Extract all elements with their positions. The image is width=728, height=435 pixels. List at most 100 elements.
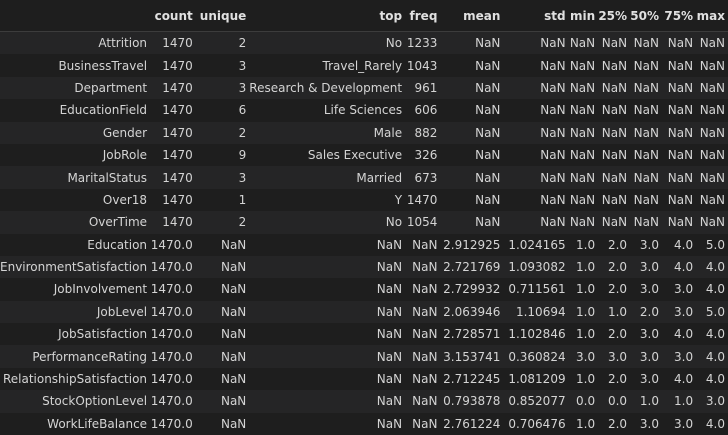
- table-cell: 3.153741: [443, 349, 501, 364]
- table-cell: NaN: [569, 215, 596, 230]
- table-cell: NaN: [540, 192, 566, 207]
- table-cell: NaN: [220, 349, 247, 364]
- table-cell: 3: [238, 58, 247, 73]
- table-cell: NaN: [540, 215, 566, 230]
- table-cell: 1.024165: [508, 237, 566, 252]
- table-cell: 2: [238, 125, 247, 140]
- table-cell: 0.360824: [508, 349, 566, 364]
- table-cell: NaN: [220, 260, 247, 275]
- table-cell: 2: [238, 36, 247, 51]
- table-cell: NaN: [667, 192, 694, 207]
- table-cell: NaN: [699, 80, 725, 95]
- table-cell: 1470.0: [150, 394, 193, 409]
- row-label: JobLevel: [96, 304, 148, 319]
- table-cell: NaN: [633, 103, 659, 118]
- table-cell: 2.912925: [443, 237, 501, 252]
- table-cell: NaN: [540, 125, 566, 140]
- table-cell: 1.0: [576, 327, 596, 342]
- table-cell: NaN: [601, 215, 628, 230]
- table-cell: 3.0: [674, 304, 694, 319]
- table-cell: NaN: [412, 327, 438, 342]
- table-cell: 1.0: [639, 394, 659, 409]
- table-cell: 2.728571: [443, 327, 501, 342]
- table-cell: 3.0: [576, 349, 596, 364]
- table-cell: NaN: [601, 170, 628, 185]
- row-label: RelationshipSatisfaction: [2, 372, 148, 387]
- column-header: mean: [440, 0, 504, 32]
- column-header: 50%: [630, 0, 662, 32]
- table-cell: NaN: [412, 260, 438, 275]
- table-cell: 3.0: [674, 416, 694, 431]
- table-cell: 3.0: [639, 282, 659, 297]
- table-cell: NaN: [667, 148, 694, 163]
- table-cell: NaN: [699, 36, 725, 51]
- table-cell: 1233: [406, 36, 438, 51]
- table-cell: 1.0: [607, 304, 628, 319]
- table-cell: NaN: [699, 192, 725, 207]
- table-cell: 1.0: [576, 372, 596, 387]
- table-row: WorkLifeBalance 1470.0 NaN NaN NaN 2.761224 0.…: [0, 412, 728, 435]
- table-cell: Y: [394, 192, 403, 207]
- column-header: freq: [405, 0, 441, 32]
- table-cell: NaN: [412, 237, 438, 252]
- table-cell: NaN: [601, 80, 628, 95]
- table-cell: 1470.0: [150, 372, 193, 387]
- table-cell: NaN: [633, 125, 659, 140]
- row-label: Gender: [102, 125, 148, 140]
- table-cell: 2.0: [607, 327, 628, 342]
- column-header: unique: [195, 0, 250, 32]
- table-cell: 1.093082: [508, 260, 566, 275]
- table-cell: NaN: [569, 192, 596, 207]
- table-cell: 3.0: [607, 349, 628, 364]
- table-cell: NaN: [376, 416, 403, 431]
- table-cell: 4.0: [674, 237, 694, 252]
- table-cell: 3.0: [674, 282, 694, 297]
- table-cell: NaN: [699, 125, 725, 140]
- table-cell: NaN: [601, 36, 628, 51]
- table-row: EducationField 1470 6 Life Sciences 606 NaN Na…: [0, 99, 728, 122]
- column-header: 75%: [661, 0, 697, 32]
- table-cell: 2.0: [639, 304, 659, 319]
- table-cell: 3: [238, 80, 247, 95]
- table-cell: 1.10694: [515, 304, 566, 319]
- table-row: JobInvolvement 1470.0 NaN NaN NaN 2.729932 0.7…: [0, 278, 728, 301]
- table-cell: No: [385, 215, 403, 230]
- table-cell: 3.0: [705, 394, 725, 409]
- table-cell: 1470.0: [150, 237, 193, 252]
- table-cell: NaN: [601, 148, 628, 163]
- table-cell: 1.0: [576, 282, 596, 297]
- table-cell: NaN: [633, 215, 659, 230]
- table-cell: Male: [373, 125, 403, 140]
- table-cell: 5.0: [705, 304, 725, 319]
- table-cell: 3.0: [639, 349, 659, 364]
- table-cell: 0.0: [607, 394, 628, 409]
- table-cell: 1470: [162, 58, 193, 73]
- row-label: Department: [74, 80, 148, 95]
- table-row: MaritalStatus 1470 3 Married 673 NaN NaN NaN NaN…: [0, 166, 728, 189]
- table-cell: 0.0: [576, 394, 596, 409]
- table-cell: 2.761224: [443, 416, 501, 431]
- table-cell: 0.852077: [508, 394, 566, 409]
- table-cell: 4.0: [674, 327, 694, 342]
- table-cell: 0.706476: [508, 416, 566, 431]
- table-cell: 1043: [406, 58, 438, 73]
- table-cell: 2.0: [607, 416, 628, 431]
- row-label: Attrition: [98, 36, 148, 51]
- row-label: Education: [87, 237, 148, 252]
- table-cell: 2.063946: [443, 304, 501, 319]
- table-cell: NaN: [633, 148, 659, 163]
- table-cell: 4.0: [674, 260, 694, 275]
- table-cell: NaN: [633, 58, 659, 73]
- table-cell: NaN: [601, 103, 628, 118]
- table-cell: 1470: [162, 36, 193, 51]
- column-header: count: [150, 0, 196, 32]
- table-cell: 1470.0: [150, 349, 193, 364]
- table-cell: NaN: [540, 80, 566, 95]
- table-cell: 1470: [162, 80, 193, 95]
- table-cell: 1054: [406, 215, 438, 230]
- table-cell: 1470.0: [150, 327, 193, 342]
- table-cell: NaN: [601, 58, 628, 73]
- table-cell: 1470: [162, 192, 193, 207]
- table-row: Over18 1470 1 Y 1470 NaN NaN NaN NaN NaN NaN NaN: [0, 188, 728, 212]
- row-label: BusinessTravel: [58, 58, 148, 73]
